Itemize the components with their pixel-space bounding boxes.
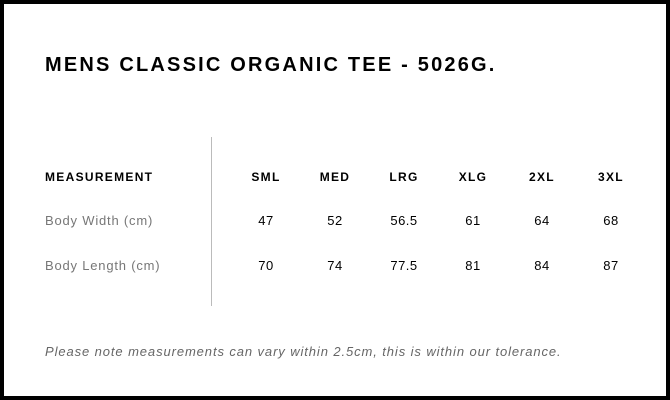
row-label: Body Length (cm) [45, 258, 161, 273]
tolerance-note: Please note measurements can vary within… [45, 344, 562, 359]
size-header-lrg: LRG [389, 170, 419, 184]
table-cell: 70 [258, 258, 274, 273]
size-chart-card: MENS CLASSIC ORGANIC TEE - 5026G. MEASUR… [4, 4, 666, 396]
table-cell: 87 [603, 258, 619, 273]
size-header-sml: SML [251, 170, 281, 184]
table-cell: 64 [534, 213, 550, 228]
table-cell: 68 [603, 213, 619, 228]
measurement-header: MEASUREMENT [45, 170, 154, 184]
size-header-med: MED [319, 170, 351, 184]
column-divider [211, 137, 212, 306]
page-title: MENS CLASSIC ORGANIC TEE - 5026G. [45, 54, 497, 76]
table-cell: 84 [534, 258, 550, 273]
size-header-3xl: 3XL [598, 170, 624, 184]
table-cell: 74 [327, 258, 343, 273]
size-header-xlg: XLG [458, 170, 488, 184]
table-cell: 81 [465, 258, 481, 273]
table-cell: 52 [327, 213, 343, 228]
row-label: Body Width (cm) [45, 213, 154, 228]
table-cell: 77.5 [390, 258, 418, 273]
table-cell: 61 [465, 213, 481, 228]
table-cell: 47 [258, 213, 274, 228]
size-header-2xl: 2XL [529, 170, 555, 184]
table-cell: 56.5 [390, 213, 418, 228]
